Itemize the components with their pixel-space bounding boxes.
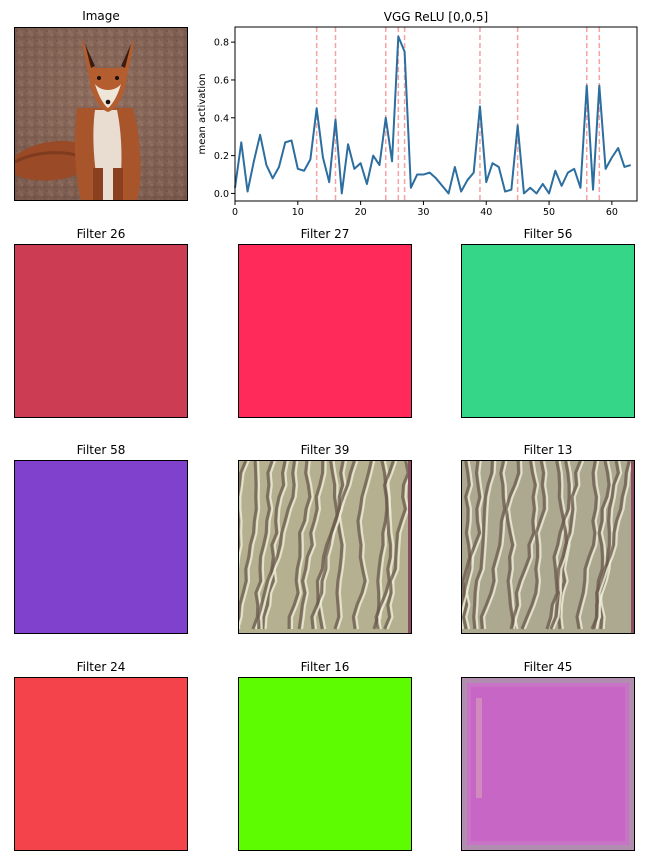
- x-tick-label: 40: [480, 207, 492, 218]
- filter-visualization: [238, 677, 412, 851]
- activation-chart: 0 10 20 30 40 50 60 0.0 0.2 0.4 0.6 0.8 VGG ReLU […: [197, 10, 638, 218]
- y-tick-label: 0.0: [214, 189, 229, 200]
- y-tick-label: 0.2: [214, 151, 229, 162]
- filter-visualization: [14, 244, 188, 418]
- filter-title: Filter 16: [300, 660, 350, 674]
- axes-frame: [234, 26, 638, 202]
- x-tick-label: 50: [543, 207, 555, 218]
- filter-title: Filter 26: [76, 227, 126, 241]
- ridge-texture-icon: [462, 461, 634, 633]
- artifact-streak: [476, 698, 482, 798]
- image-panel-title: Image: [82, 9, 120, 23]
- filter-title: Filter 27: [300, 227, 350, 241]
- filter-title: Filter 39: [300, 443, 350, 457]
- filter-visualization: [238, 460, 412, 634]
- filter-title: Filter 24: [76, 660, 126, 674]
- mean-activation-line: [234, 35, 632, 195]
- x-tick-label: 60: [606, 207, 618, 218]
- x-tick-label: 10: [292, 207, 304, 218]
- filter-title: Filter 45: [523, 660, 573, 674]
- ridge-texture-icon: [239, 461, 411, 633]
- y-tick-label: 0.4: [214, 113, 229, 124]
- filter-visualization: [14, 677, 188, 851]
- filter-visualization: [238, 244, 412, 418]
- filter-visualization: [461, 677, 635, 851]
- y-axis-label: mean activation: [197, 73, 208, 154]
- y-tick-label: 0.6: [214, 75, 229, 86]
- fox-photo-icon: [15, 28, 187, 200]
- x-tick-label: 30: [417, 207, 429, 218]
- filter-title: Filter 58: [76, 443, 126, 457]
- filter-visualization: [14, 460, 188, 634]
- filter-title: Filter 56: [523, 227, 573, 241]
- x-axis-ticks: 0 10 20 30 40 50 60: [232, 201, 618, 218]
- filter-visualization: [461, 460, 635, 634]
- chart-title: VGG ReLU [0,0,5]: [384, 10, 488, 24]
- y-axis-ticks: 0.0 0.2 0.4 0.6 0.8: [214, 38, 235, 200]
- filter-visualization: [461, 244, 635, 418]
- y-tick-label: 0.8: [214, 38, 229, 49]
- filter-title: Filter 13: [523, 443, 573, 457]
- x-tick-label: 0: [232, 207, 238, 218]
- fox-image: [14, 27, 188, 201]
- x-tick-label: 20: [355, 207, 367, 218]
